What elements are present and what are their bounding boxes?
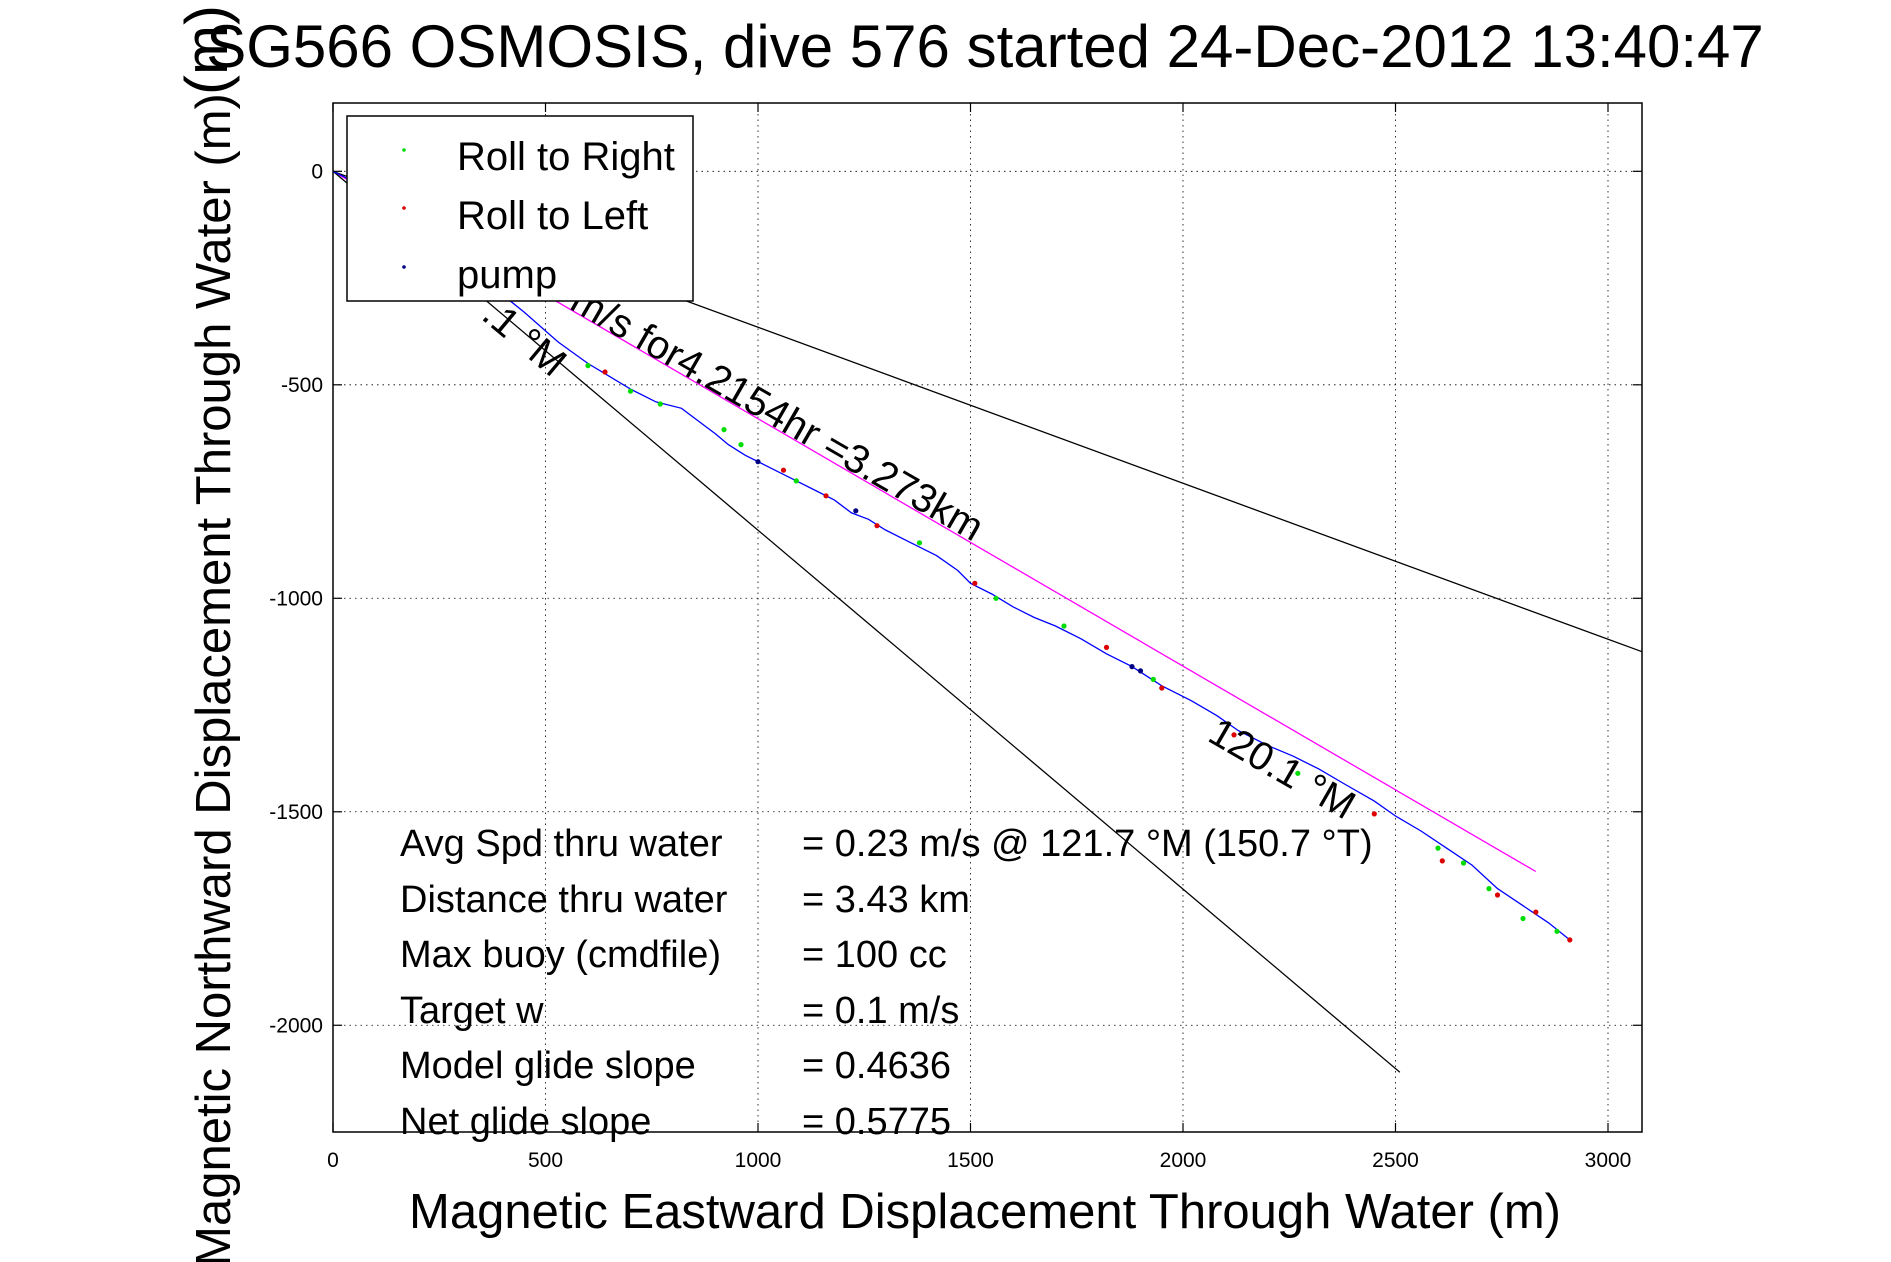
pump-marker xyxy=(1137,668,1144,674)
roll-left-marker xyxy=(1439,858,1445,864)
legend-marker-pump xyxy=(402,265,406,269)
legend-marker-roll-right xyxy=(402,148,406,152)
y-tick-label: -1500 xyxy=(269,801,323,824)
stat-value-net-glide: = 0.5775 xyxy=(802,1101,951,1143)
roll-right-marker xyxy=(1435,845,1441,851)
y-tick-label: 0 xyxy=(311,160,323,183)
roll-left-marker xyxy=(602,369,608,375)
roll-left-marker xyxy=(1371,811,1377,817)
x-tick-label: 2500 xyxy=(1372,1149,1419,1172)
y-tick-label: -500 xyxy=(281,374,323,397)
roll-right-marker xyxy=(916,540,923,546)
roll-right-marker xyxy=(1460,860,1467,866)
roll-left-marker xyxy=(1494,892,1501,898)
dive-stats: Avg Spd thru water = 0.23 m/s @ 121.7 °M… xyxy=(400,823,1373,1143)
stat-label-target-w: Target w xyxy=(400,990,544,1032)
x-tick-label: 3000 xyxy=(1585,1149,1632,1172)
roll-left-marker xyxy=(1533,909,1539,915)
legend: Roll to Right Roll to Left pump xyxy=(346,115,694,302)
stat-label-max-buoy: Max buoy (cmdfile) xyxy=(400,934,721,976)
roll-left-marker xyxy=(972,580,978,586)
x-axis-label: Magnetic Eastward Displacement Through W… xyxy=(409,1185,1561,1239)
legend-label-roll-left: Roll to Left xyxy=(457,194,648,238)
roll-left-marker xyxy=(874,523,880,529)
roll-left-marker xyxy=(1567,937,1573,943)
legend-label-roll-right: Roll to Right xyxy=(457,135,675,179)
roll-right-marker xyxy=(1295,770,1301,776)
roll-right-marker xyxy=(793,478,799,484)
roll-left-marker xyxy=(1231,732,1237,738)
reference-line-2 xyxy=(332,170,1401,1073)
title-overlap-glyph: (m) xyxy=(173,5,240,95)
chart-title: SG566 OSMOSIS, dive 576 started 24-Dec-2… xyxy=(206,13,1764,80)
roll-right-marker xyxy=(993,595,999,601)
roll-right-marker xyxy=(1061,623,1067,629)
track-line-1 xyxy=(332,170,1571,941)
y-tick-label: -2000 xyxy=(269,1014,323,1037)
x-tick-label: 1500 xyxy=(947,1149,994,1172)
stat-value-max-buoy: = 100 cc xyxy=(802,934,947,976)
stat-value-distance: = 3.43 km xyxy=(802,879,970,921)
roll-left-marker xyxy=(1103,644,1110,651)
stat-value-target-w: = 0.1 m/s xyxy=(802,990,959,1032)
stat-label-net-glide: Net glide slope xyxy=(400,1101,651,1143)
stat-value-model-glide: = 0.4636 xyxy=(802,1045,951,1087)
roll-left-marker xyxy=(780,467,787,473)
y-axis-label: Magnetic Northward Displacement Through … xyxy=(187,93,241,1262)
roll-right-marker xyxy=(657,401,663,407)
stat-label-distance: Distance thru water xyxy=(400,879,728,921)
x-tick-label: 2000 xyxy=(1160,1149,1207,1172)
y-tick-label: -1000 xyxy=(269,587,323,610)
roll-right-marker xyxy=(1486,886,1492,892)
pump-marker xyxy=(853,508,859,514)
roll-right-marker xyxy=(721,427,727,433)
stat-value-avg-speed: = 0.23 m/s @ 121.7 °M (150.7 °T) xyxy=(802,823,1373,865)
roll-left-marker xyxy=(1159,685,1165,691)
pump-marker xyxy=(755,459,761,465)
roll-right-marker xyxy=(1520,915,1526,922)
roll-right-marker xyxy=(738,442,744,448)
roll-right-marker xyxy=(1150,676,1156,683)
axis-ticks: 0 500 1000 1500 2000 2500 3000 0 -500 -1000 -1500 -… xyxy=(269,103,1642,1172)
x-tick-label: 1000 xyxy=(735,1149,782,1172)
roll-right-marker xyxy=(627,388,634,394)
pump-marker xyxy=(1129,664,1135,670)
track-series xyxy=(332,170,1571,941)
x-tick-label: 500 xyxy=(528,1149,563,1172)
legend-marker-roll-left xyxy=(402,206,406,210)
stat-label-avg-speed: Avg Spd thru water xyxy=(400,823,723,865)
stat-label-model-glide: Model glide slope xyxy=(400,1045,696,1087)
roll-left-marker xyxy=(823,493,829,499)
roll-right-marker xyxy=(585,363,591,369)
legend-label-pump: pump xyxy=(457,253,557,297)
roll-right-marker xyxy=(1554,928,1560,934)
x-tick-label: 0 xyxy=(327,1149,339,1172)
